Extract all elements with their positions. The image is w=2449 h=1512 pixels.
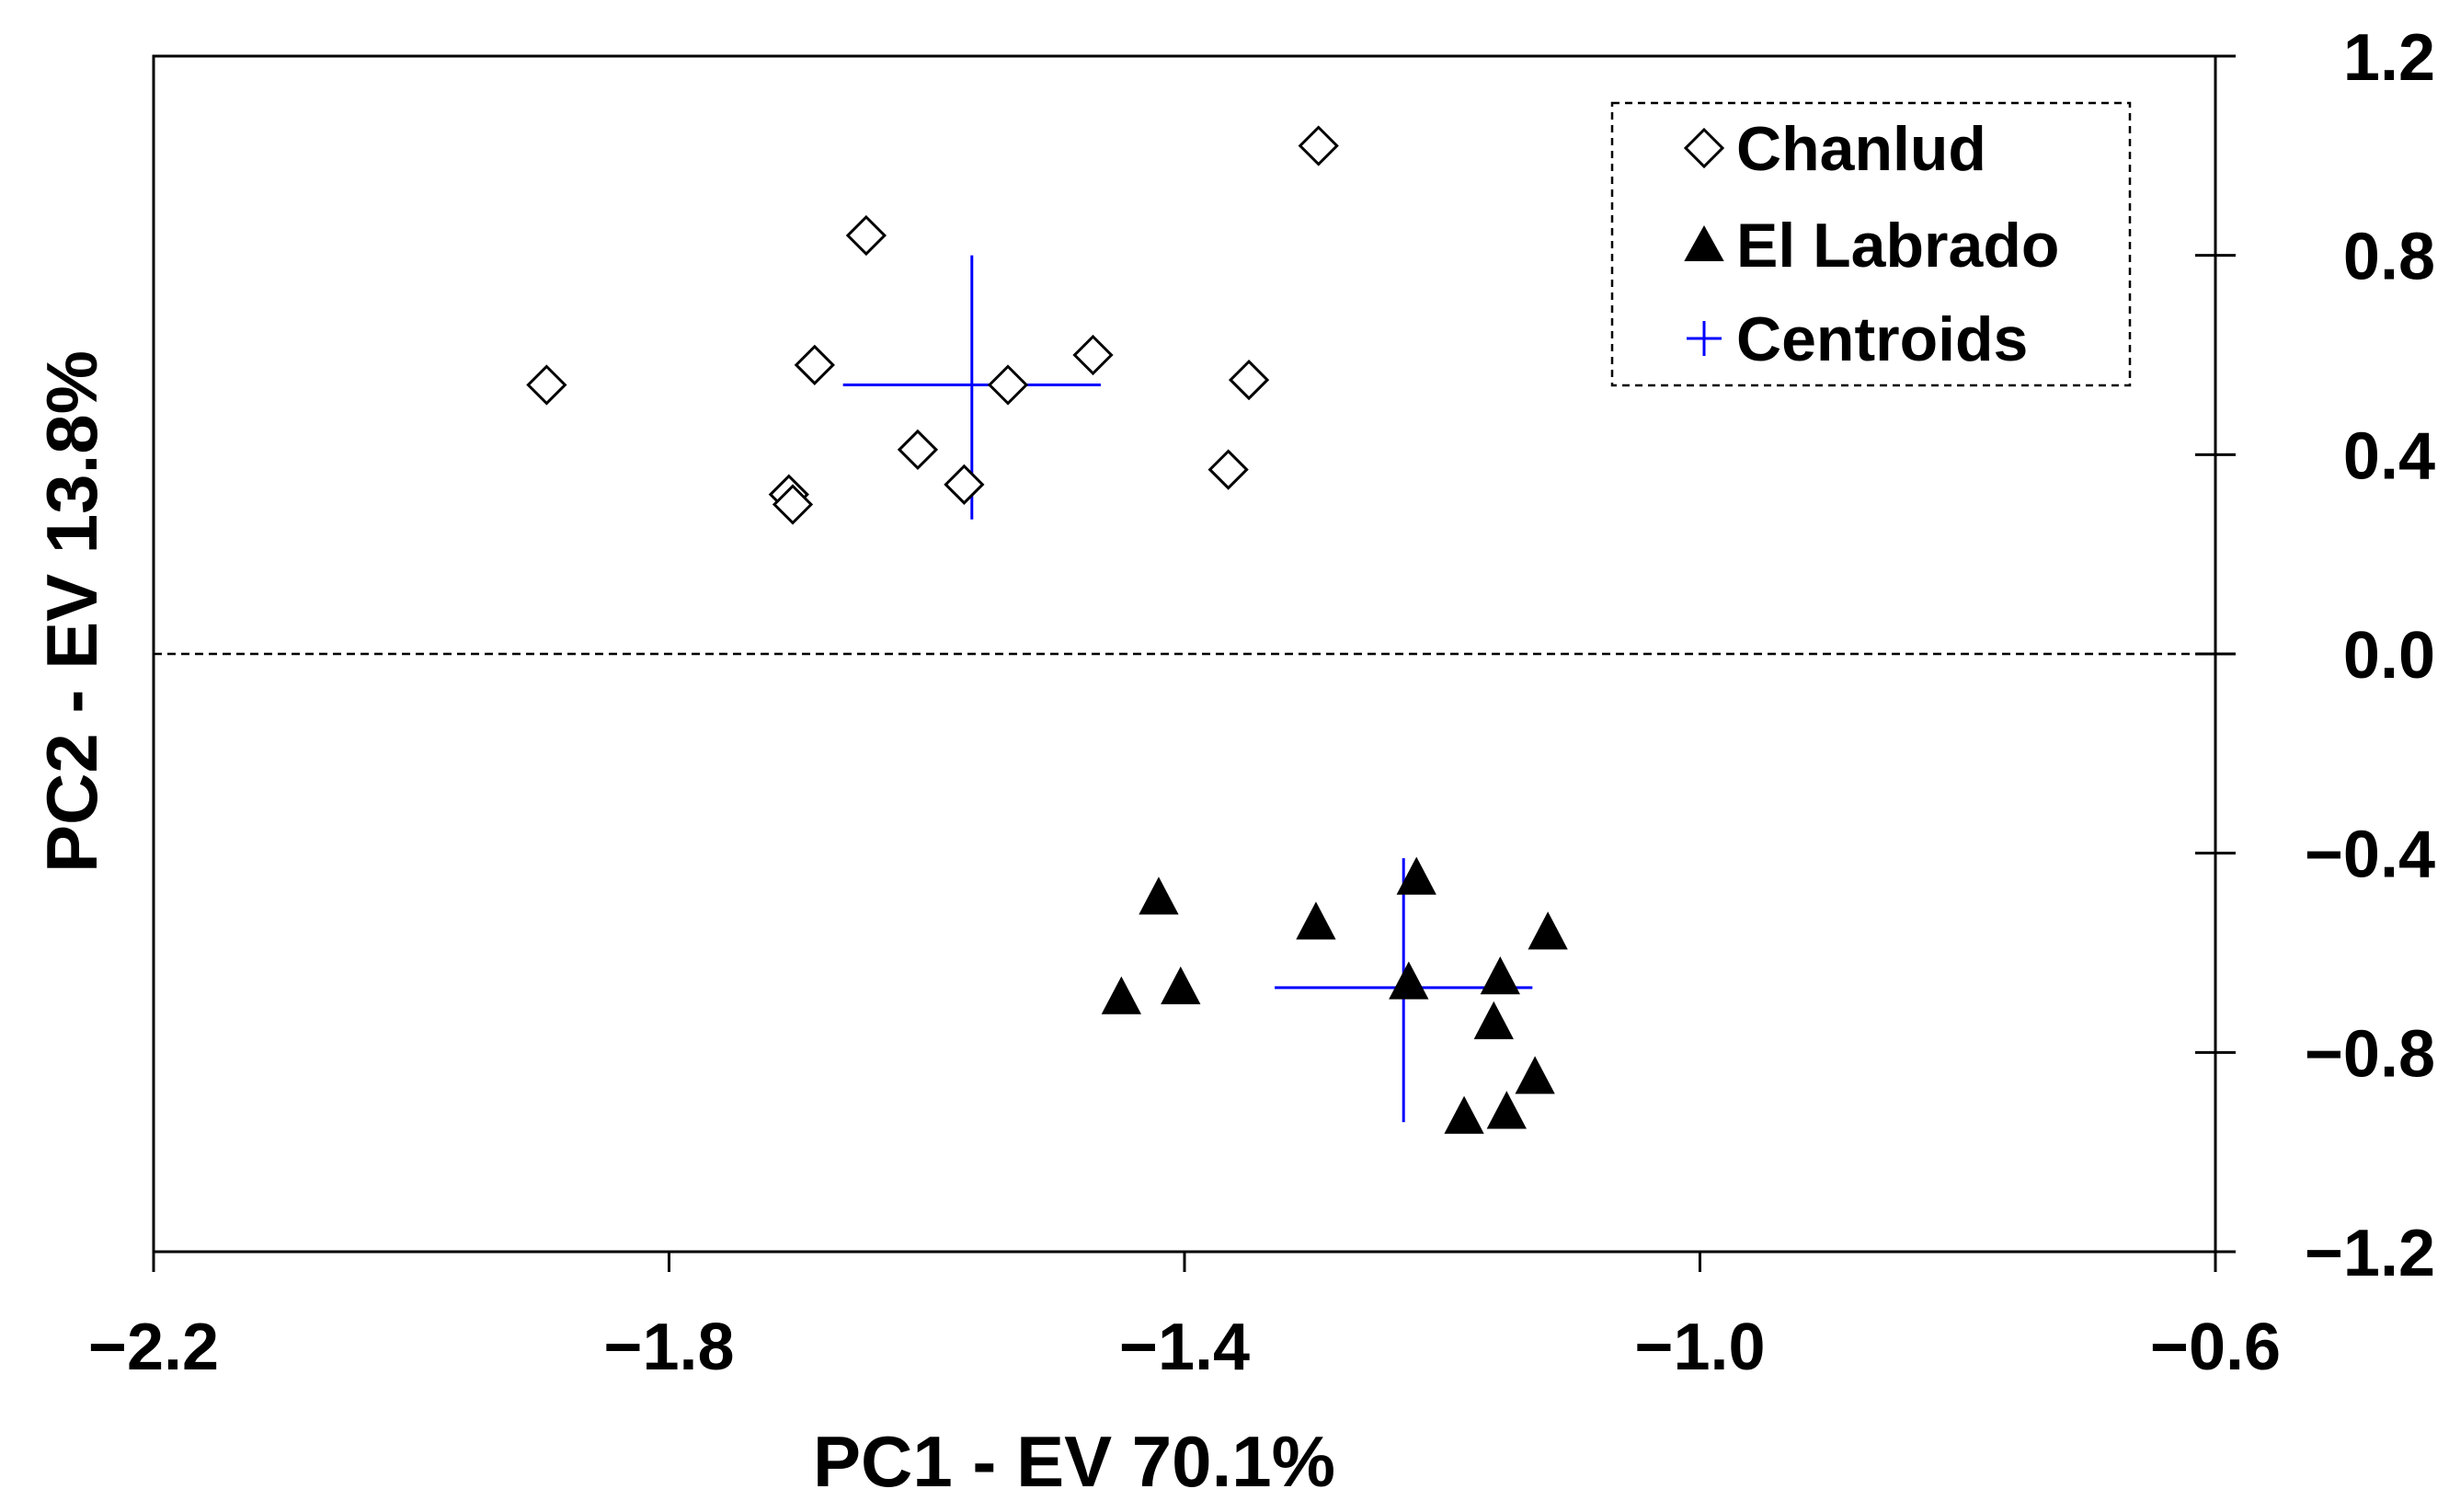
x-tick-label: −1.4 bbox=[1119, 1311, 1250, 1384]
y-tick-label: 0.0 bbox=[2343, 619, 2435, 693]
x-tick-label: −1.0 bbox=[1634, 1311, 1765, 1384]
el-labrado-point bbox=[1101, 976, 1141, 1014]
legend-label-chanlud: Chanlud bbox=[1736, 114, 1986, 184]
chanlud-point bbox=[1072, 334, 1114, 376]
chanlud-point bbox=[526, 364, 567, 406]
x-tick-label: −2.2 bbox=[88, 1311, 219, 1384]
legend-label-centroids: Centroids bbox=[1736, 304, 2028, 374]
y-tick-label: 1.2 bbox=[2343, 21, 2435, 95]
chanlud-point bbox=[944, 464, 985, 505]
chanlud-point bbox=[794, 344, 835, 385]
el-labrado-point bbox=[1444, 1095, 1484, 1134]
el-labrado-point bbox=[1473, 1001, 1514, 1039]
chanlud-point bbox=[772, 484, 814, 525]
y-tick-label: −0.8 bbox=[2305, 1017, 2435, 1091]
chanlud-point bbox=[1298, 125, 1339, 166]
y-tick-label: 0.8 bbox=[2343, 221, 2435, 294]
el-labrado-point bbox=[1528, 911, 1568, 950]
el-labrado-point bbox=[1396, 856, 1436, 895]
el-labrado-point bbox=[1139, 876, 1179, 915]
y-tick-label: 0.4 bbox=[2343, 419, 2435, 493]
chanlud-point bbox=[987, 364, 1029, 406]
chanlud-point bbox=[1207, 449, 1249, 490]
el-labrado-point bbox=[1161, 966, 1201, 1004]
legend-label-el-labrado: El Labrado bbox=[1736, 211, 2059, 281]
x-axis-title: PC1 - EV 70.1% bbox=[813, 1421, 1335, 1502]
y-tick-label: −0.4 bbox=[2305, 819, 2435, 892]
y-tick-label: −1.2 bbox=[2305, 1217, 2435, 1290]
el-labrado-point bbox=[1296, 901, 1336, 940]
axis-ticks: −2.2 −1.8 −1.4 −1.0 −0.6 1.2 0.8 0.4 0.0 −0.4 −0.8… bbox=[88, 21, 2435, 1384]
legend-diamond-icon bbox=[1683, 127, 1725, 169]
legend: Chanlud El Labrado Centroids bbox=[1610, 101, 2132, 387]
el-labrado-point bbox=[1486, 1091, 1527, 1129]
legend-triangle-icon bbox=[1684, 224, 1724, 261]
chanlud-point bbox=[1228, 359, 1270, 401]
el-labrado-point bbox=[1480, 956, 1520, 995]
chanlud-point bbox=[897, 429, 939, 471]
x-tick-label: −0.6 bbox=[2150, 1311, 2281, 1384]
el-labrado-point bbox=[1389, 961, 1429, 1000]
el-labrado-point bbox=[1515, 1056, 1555, 1094]
point-layer bbox=[526, 125, 1568, 1134]
chanlud-point bbox=[845, 214, 887, 257]
x-tick-label: −1.8 bbox=[603, 1311, 734, 1384]
legend-box bbox=[1610, 101, 2132, 387]
y-axis-title: PC2 - EV 13.8% bbox=[31, 350, 112, 873]
